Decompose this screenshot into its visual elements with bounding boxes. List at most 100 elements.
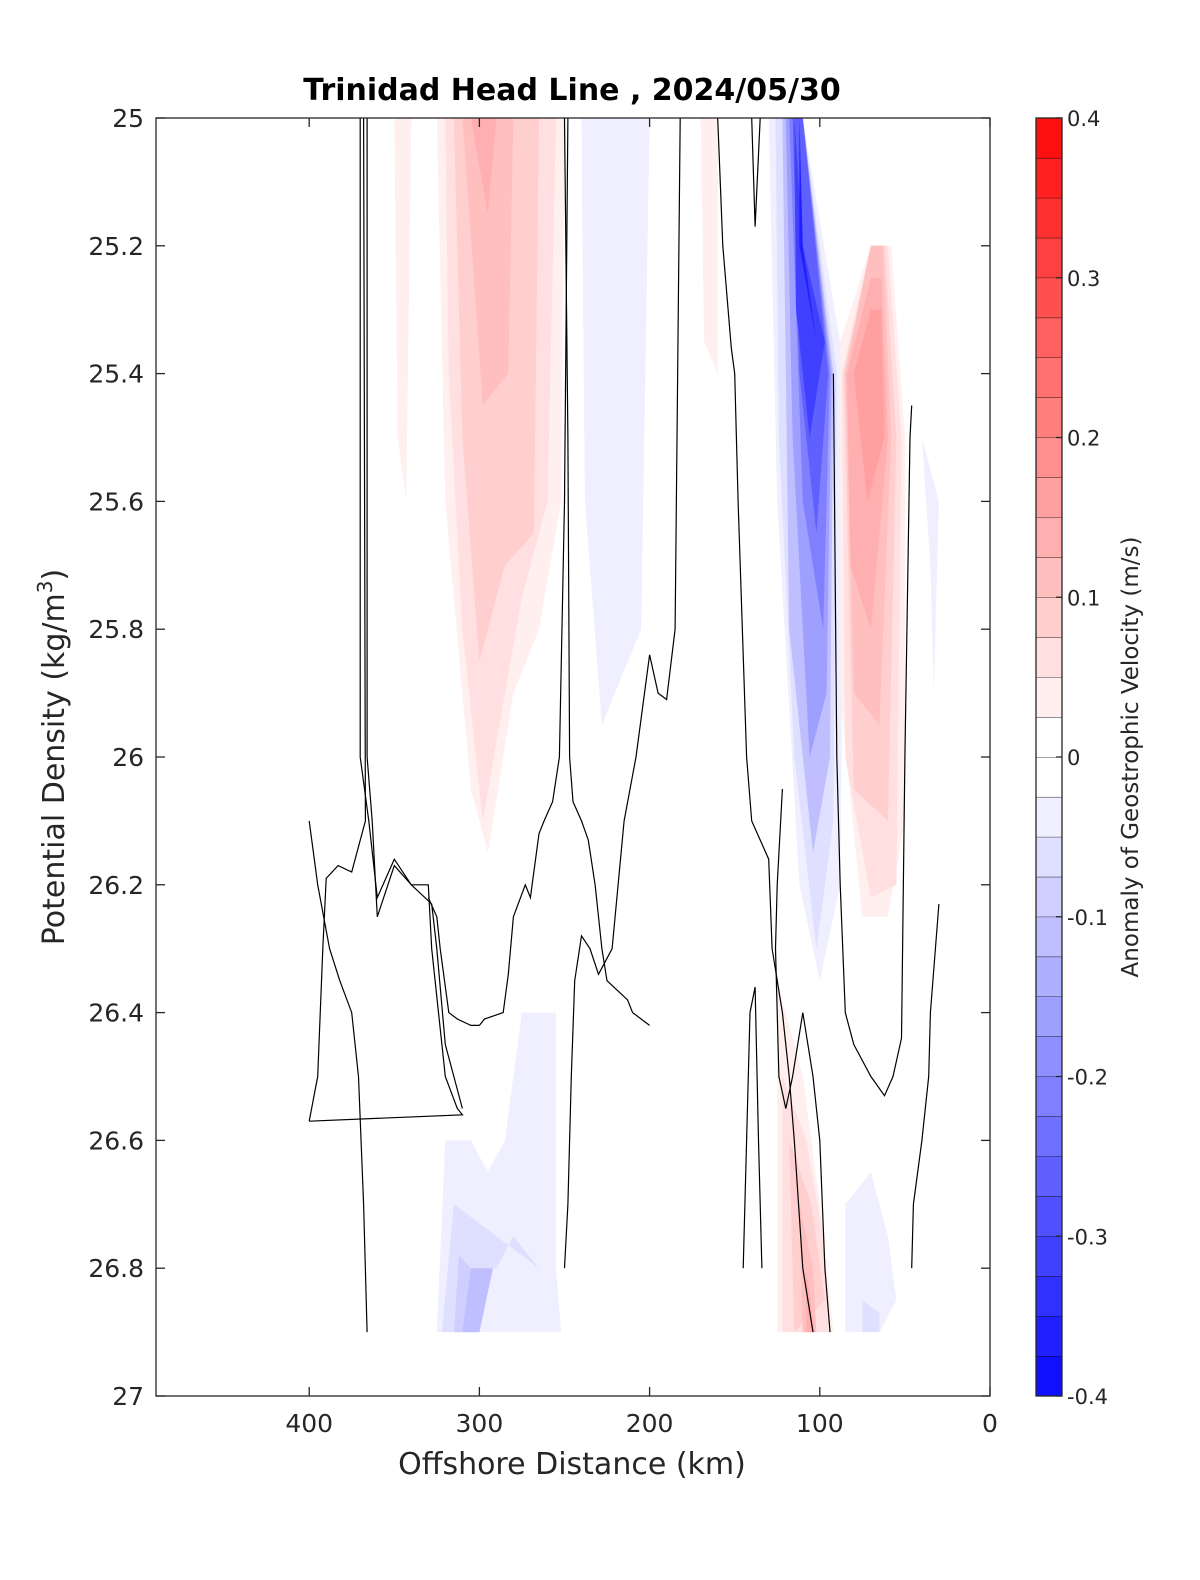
colorbar-band: [1036, 1356, 1062, 1396]
zero-contour-7: [478, 117, 569, 1026]
zero-contour-lines: [308, 117, 940, 1333]
colorbar-band: [1036, 317, 1062, 358]
zero-contour-2: [308, 117, 367, 1122]
contour-region-32: [845, 1172, 897, 1333]
zero-contour-8: [427, 897, 480, 1027]
colorbar-band: [1036, 1036, 1062, 1077]
zero-contour-3: [308, 820, 368, 1333]
contour-region-29: [789, 1140, 825, 1333]
zero-contour-0: [309, 118, 464, 1122]
x-tick-label: 200: [626, 1409, 674, 1438]
zero-contour-12: [774, 788, 831, 1333]
contour-region-4: [462, 118, 514, 406]
zero-contour-9: [717, 117, 814, 1333]
y-tick-label: 25.2: [88, 232, 144, 261]
y-tick-label: 25.4: [88, 360, 144, 389]
colorbar: -0.4 -0.3 -0.2 -0.1 0 0.1 0.2 0.3 0.4: [1036, 107, 1108, 1409]
colorbar-band: [1036, 237, 1062, 278]
colorbar-band: [1036, 1116, 1062, 1157]
colorbar-band: [1036, 118, 1062, 158]
colorbar-tick-label: 0.4: [1067, 107, 1100, 131]
colorbar-band: [1036, 597, 1062, 638]
y-tick-label: 26.4: [88, 999, 144, 1028]
zero-contour-11: [742, 986, 763, 1269]
contour-region-0: [394, 118, 412, 502]
colorbar-band: [1036, 397, 1062, 438]
colorbar-tick-label: -0.4: [1067, 1385, 1108, 1409]
x-axis: 400 300 200 100 0: [285, 118, 998, 1438]
chart-title: Trinidad Head Line , 2024/05/30: [303, 73, 840, 108]
x-tick-label: 100: [796, 1409, 844, 1438]
colorbar-band: [1036, 477, 1062, 518]
colorbar-frame: [1035, 117, 1063, 1397]
colorbar-tick-label: 0.3: [1067, 267, 1100, 291]
colorbar-label: Anomaly of Geostrophic Velocity (m/s): [1118, 537, 1144, 978]
zero-contour-14: [911, 903, 940, 1269]
y-axis: 25 25.2 25.4 25.6 25.8 26 26.2 26.4 26.6 26.8 27: [88, 104, 990, 1411]
colorbar-band: [1036, 717, 1062, 757]
zero-contour-1: [359, 118, 463, 1109]
colorbar-band: [1036, 996, 1062, 1037]
y-tick-label: 26.8: [88, 1254, 144, 1283]
colorbar-band: [1036, 916, 1062, 957]
contour-region-33: [862, 1300, 880, 1333]
zero-contour-10: [751, 117, 761, 227]
colorbar-band: [1036, 357, 1062, 398]
colorbar-band: [1036, 557, 1062, 598]
x-axis-label: Offshore Distance (km): [398, 1447, 746, 1482]
colorbar-tick-label: -0.2: [1067, 1066, 1108, 1090]
colorbar-band: [1036, 757, 1062, 797]
colorbar-band: [1036, 796, 1062, 837]
colorbar-band: [1036, 637, 1062, 678]
colorbar-band: [1036, 517, 1062, 558]
colorbar-band: [1036, 437, 1062, 478]
colorbar-band: [1036, 1156, 1062, 1197]
y-tick-label: 26: [112, 743, 144, 772]
colorbar-band: [1036, 1196, 1062, 1237]
colorbar-band: [1036, 197, 1062, 238]
colorbar-band: [1036, 1076, 1062, 1117]
contour-region-22: [921, 437, 939, 694]
y-axis-label: Potential Density (kg/m3): [33, 569, 72, 945]
contour-fills: [394, 118, 939, 1333]
zero-contour-13: [832, 373, 913, 1097]
contour-region-21: [853, 309, 885, 502]
colorbar-band: [1036, 1276, 1062, 1317]
contour-region-14: [794, 118, 825, 438]
x-tick-label: 300: [456, 1409, 504, 1438]
x-tick-label: 400: [285, 1409, 333, 1438]
colorbar-band: [1036, 277, 1062, 318]
y-tick-label: 25: [112, 104, 144, 133]
contour-region-26: [462, 1268, 493, 1333]
y-tick-label: 26.2: [88, 871, 144, 900]
y-axis-label-close: ): [37, 569, 72, 581]
contour-region-6: [581, 118, 650, 725]
colorbar-band: [1036, 956, 1062, 997]
y-axis-label-superscript: 3: [33, 580, 57, 593]
y-tick-label: 25.6: [88, 487, 144, 516]
colorbar-tick-label: -0.3: [1067, 1225, 1108, 1249]
colorbar-tick-label: 0.1: [1067, 586, 1100, 610]
colorbar-band: [1036, 1316, 1062, 1357]
zero-contour-4: [563, 117, 650, 1026]
colorbar-tick-label: 0: [1067, 746, 1080, 770]
colorbar-tick-label: 0.2: [1067, 427, 1100, 451]
colorbar-band: [1036, 876, 1062, 917]
y-tick-label: 26.6: [88, 1126, 144, 1155]
colorbar-band: [1036, 677, 1062, 718]
y-axis-label-main: Potential Density (kg/m: [37, 593, 72, 945]
x-tick-label: 0: [982, 1409, 998, 1438]
contour-region-30: [799, 1204, 817, 1333]
y-tick-label: 27: [112, 1382, 144, 1411]
contour-region-7: [700, 118, 718, 374]
colorbar-tick-label: -0.1: [1067, 906, 1108, 930]
contour-region-31: [806, 1268, 815, 1333]
zero-contour-5: [563, 117, 681, 1269]
colorbar-band: [1036, 1236, 1062, 1277]
colorbar-band: [1036, 157, 1062, 198]
y-tick-label: 25.8: [88, 615, 144, 644]
contour-region-5: [470, 118, 497, 214]
colorbar-band: [1036, 836, 1062, 877]
